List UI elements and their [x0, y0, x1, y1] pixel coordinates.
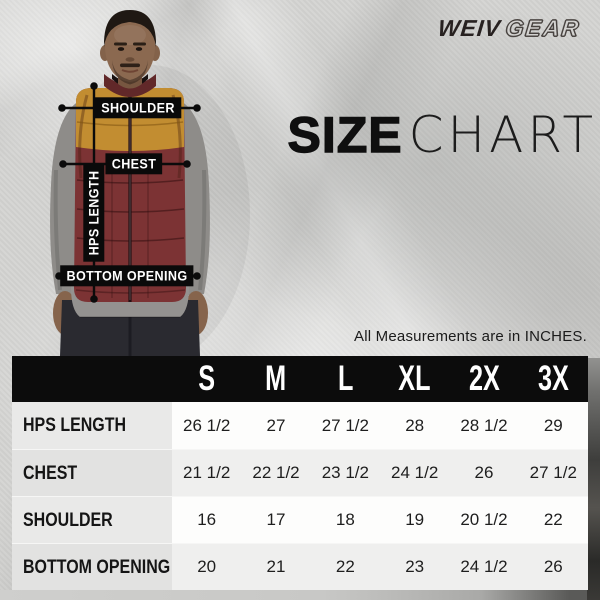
cell-value: 20 [172, 544, 242, 590]
column-header-s: S [198, 359, 216, 398]
cell-value: 20 1/2 [449, 497, 519, 543]
size-table-header: S M L XL 2X 3X [12, 356, 588, 402]
cell-value: 23 1/2 [310, 450, 380, 496]
background-shadow-right [587, 358, 600, 600]
title-size: SIZE [287, 107, 403, 163]
cell-value: 24 1/2 [379, 450, 450, 496]
table-row: BOTTOM OPENING 20 21 22 23 24 1/2 26 [12, 543, 588, 590]
cell-value: 23 [379, 544, 450, 590]
cell-value: 24 1/2 [449, 544, 519, 590]
hps-length-measure-label: HPS LENGTH [83, 164, 105, 262]
cell-value: 21 [241, 544, 311, 590]
column-header-xl: XL [398, 359, 431, 398]
table-row: HPS LENGTH 26 1/2 27 27 1/2 28 28 1/2 29 [12, 402, 588, 449]
column-header-l: L [337, 359, 354, 398]
cell-value: 19 [379, 497, 450, 543]
measurement-units-note: All Measurements are in INCHES. [354, 328, 587, 345]
background-shadow-bottom [0, 590, 587, 600]
cell-value: 27 [241, 402, 311, 449]
cell-value: 27 1/2 [518, 450, 588, 496]
row-label-chest: CHEST [12, 450, 172, 496]
model-illustration [50, 10, 250, 356]
bottom-opening-measure-label: BOTTOM OPENING [60, 265, 194, 287]
brand-logo: WEIVGEAR [436, 15, 581, 42]
cell-value: 26 [449, 450, 519, 496]
cell-value: 17 [241, 497, 311, 543]
cell-value: 26 1/2 [172, 402, 242, 449]
cell-value: 28 [379, 402, 450, 449]
model-photo: SHOULDER CHEST HPS LENGTH BOTTOM OPENING [0, 0, 300, 356]
cell-value: 16 [172, 497, 242, 543]
column-header-2x: 2X [468, 359, 500, 398]
title-chart: CHART [408, 106, 597, 164]
brand-logo-weiv: WEIV [436, 15, 502, 41]
table-row: CHEST 21 1/2 22 1/2 23 1/2 24 1/2 26 27 … [12, 449, 588, 496]
cell-value: 22 [310, 544, 380, 590]
cell-value: 29 [518, 402, 588, 449]
shoulder-measure-label: SHOULDER [94, 97, 182, 119]
cell-value: 22 [518, 497, 588, 543]
cell-value: 21 1/2 [172, 450, 242, 496]
row-label-hps-length: HPS LENGTH [12, 402, 172, 449]
page-title: SIZE CHART [287, 107, 598, 163]
chest-measure-label: CHEST [105, 153, 163, 175]
cell-value: 28 1/2 [449, 402, 519, 449]
column-header-m: M [265, 359, 287, 398]
cell-value: 27 1/2 [310, 402, 380, 449]
cell-value: 18 [310, 497, 380, 543]
size-table: S M L XL 2X 3X HPS LENGTH 26 1/2 27 27 1… [12, 356, 588, 590]
cell-value: 26 [518, 544, 588, 590]
table-row: SHOULDER 16 17 18 19 20 1/2 22 [12, 496, 588, 543]
cell-value: 22 1/2 [241, 450, 311, 496]
row-label-bottom-opening: BOTTOM OPENING [12, 544, 172, 590]
column-header-3x: 3X [537, 359, 569, 398]
row-label-shoulder: SHOULDER [12, 497, 172, 543]
brand-logo-gear: GEAR [504, 15, 582, 42]
